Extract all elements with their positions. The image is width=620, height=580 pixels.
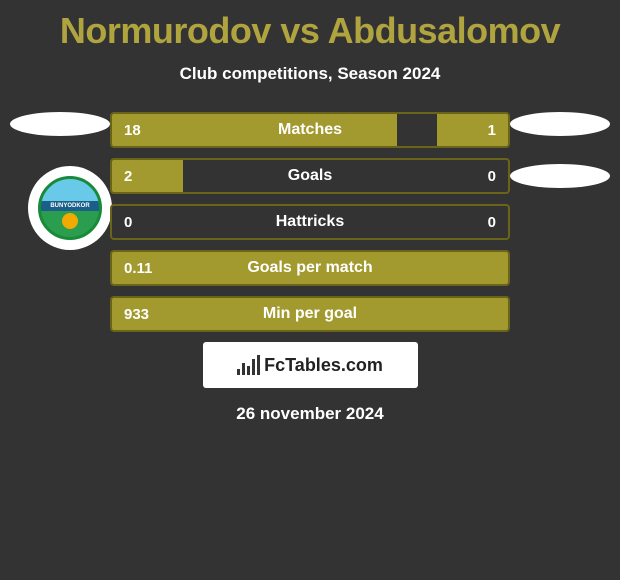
stat-rows: 18Matches1 2Goals0 0Hattricks0 0.11Goals pe…	[110, 112, 510, 332]
club-badge-sun-icon	[62, 213, 78, 229]
page-title: Normurodov vs Abdusalomov	[0, 0, 620, 52]
stats-container: BUNYODKOR 18Matches1 2Goals0 0Hattricks0 0.…	[0, 112, 620, 424]
stat-row: 2Goals0	[110, 158, 510, 194]
stat-row: 933Min per goal	[110, 296, 510, 332]
club-badge: BUNYODKOR	[28, 166, 112, 250]
stat-bar-left	[112, 298, 508, 330]
club-badge-shield-icon: BUNYODKOR	[38, 176, 102, 240]
fctables-label: FcTables.com	[264, 355, 383, 376]
footer-date: 26 november 2024	[0, 404, 620, 424]
stat-row: 18Matches1	[110, 112, 510, 148]
stat-row: 0.11Goals per match	[110, 250, 510, 286]
player-right-placeholder-1	[510, 112, 610, 136]
stat-row: 0Hattricks0	[110, 204, 510, 240]
stat-bar-left	[112, 160, 183, 192]
player-left-placeholder	[10, 112, 110, 136]
club-badge-text: BUNYODKOR	[41, 201, 99, 211]
stat-bar-left	[112, 114, 397, 146]
player-right-placeholder-2	[510, 164, 610, 188]
bar-chart-icon	[237, 355, 260, 375]
stat-bar-right	[437, 114, 508, 146]
stat-bar-left	[112, 252, 508, 284]
fctables-attribution: FcTables.com	[203, 342, 418, 388]
page-subtitle: Club competitions, Season 2024	[0, 64, 620, 84]
